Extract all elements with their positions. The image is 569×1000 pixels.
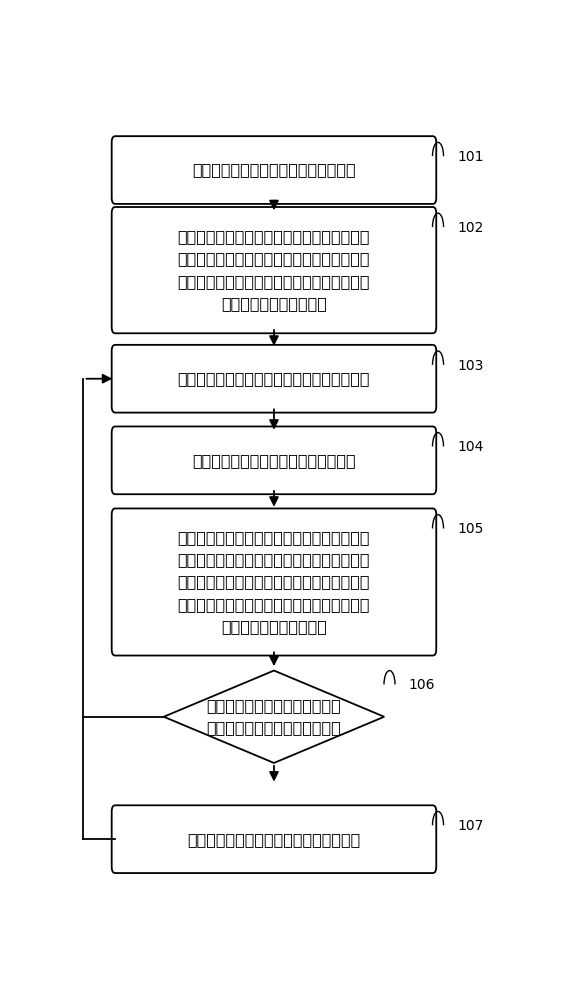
Text: 103: 103 <box>457 359 483 373</box>
Polygon shape <box>164 671 384 763</box>
Text: 105: 105 <box>457 522 483 536</box>
FancyBboxPatch shape <box>112 508 436 656</box>
Text: 106: 106 <box>409 678 435 692</box>
Text: 101: 101 <box>457 150 484 164</box>
FancyBboxPatch shape <box>112 207 436 333</box>
Text: 基于该访问树对当前节点下的子节点进行遍历: 基于该访问树对当前节点下的子节点进行遍历 <box>178 371 370 386</box>
Text: 确定第二控件叶子节点列表不等于第一控件叶
子节点列表时，将该第二控件叶子节点列表添
加到访问树中，使得该第二控件叶子节点列表
的所有节点作为跳转节点的子节点，并: 确定第二控件叶子节点列表不等于第一控件叶 子节点列表时，将该第二控件叶子节点列表… <box>178 530 370 634</box>
Text: 确定根节点，根据该根节点和第一控件叶子节
点列表建立访问树，使得该第一控件叶子节点
列表中的所有节点作为该根节点的子节点，并
确定该根节点为当前节点: 确定根节点，根据该根节点和第一控件叶子节 点列表建立访问树，使得该第一控件叶子节… <box>178 229 370 311</box>
FancyBboxPatch shape <box>112 805 436 873</box>
Text: 确定该当前节点的父节点为新的当前节点: 确定该当前节点的父节点为新的当前节点 <box>187 832 361 847</box>
Text: 获取当前界面的第一控件叶子节点列表: 获取当前界面的第一控件叶子节点列表 <box>192 163 356 178</box>
Text: 获取当前界面的第二控件叶子节点列表: 获取当前界面的第二控件叶子节点列表 <box>192 453 356 468</box>
Text: 当前节点是否为根节点，当前节
点的所有子节点是否均被访问过: 当前节点是否为根节点，当前节 点的所有子节点是否均被访问过 <box>207 698 341 735</box>
Text: 107: 107 <box>457 819 483 833</box>
FancyBboxPatch shape <box>112 426 436 494</box>
Text: 102: 102 <box>457 221 483 235</box>
FancyBboxPatch shape <box>112 345 436 413</box>
FancyBboxPatch shape <box>112 136 436 204</box>
Text: 104: 104 <box>457 440 483 454</box>
